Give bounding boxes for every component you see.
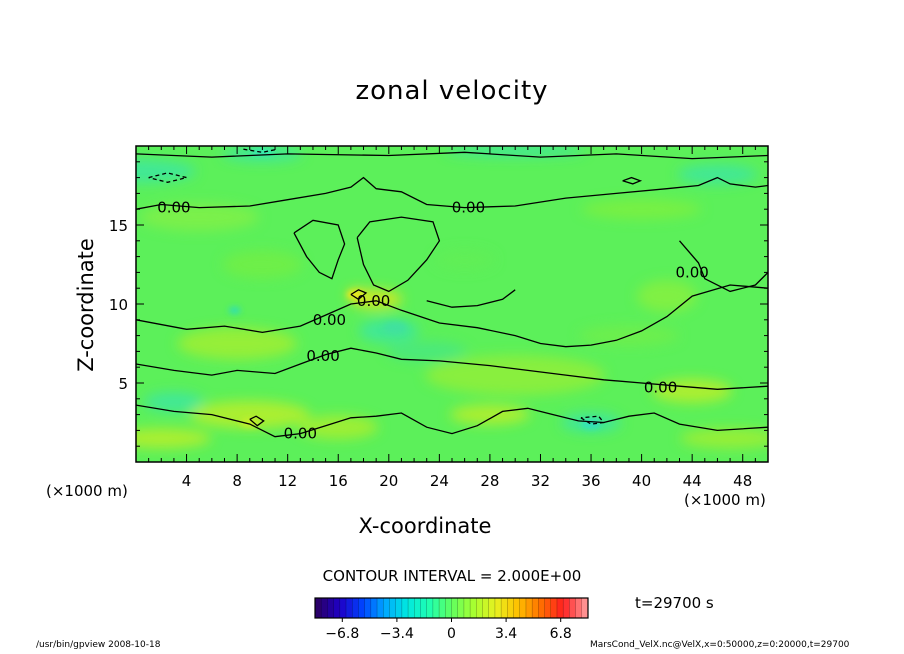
contour-bottom-zero	[136, 404, 768, 438]
contour-label-3: 0.00	[313, 311, 346, 329]
x-tick-label-4: 4	[182, 472, 192, 490]
y-axis-unit: (×1000 m)	[46, 482, 128, 500]
footer-left: /usr/bin/gpview 2008-10-18	[36, 640, 161, 650]
colorbar-tick-2: 0	[447, 626, 456, 642]
contour-lines	[136, 148, 768, 438]
contour-label-2: 0.00	[357, 292, 390, 310]
y-tick-label-15: 15	[109, 217, 128, 235]
x-tick-label-12: 12	[278, 472, 297, 490]
colorbar-tick-1: −3.4	[380, 626, 414, 642]
contour-pos-bottom-left	[249, 415, 265, 427]
x-tick-label-36: 36	[581, 472, 600, 490]
x-tick-label-28: 28	[480, 472, 499, 490]
x-tick-label-16: 16	[329, 472, 348, 490]
contour-small-top-right	[622, 176, 643, 185]
x-tick-label-40: 40	[632, 472, 651, 490]
contour-small-right	[426, 289, 516, 308]
x-axis-label: X-coordinate	[358, 514, 492, 538]
contour-label-6: 0.00	[644, 379, 677, 397]
contour-neg-bottom	[580, 415, 605, 425]
x-tick-label-20: 20	[379, 472, 398, 490]
x-tick-label-44: 44	[683, 472, 702, 490]
footer-right: MarsCond_VelX.nc@VelX,x=0:50000,z=0:2000…	[590, 640, 850, 650]
contour-right	[679, 240, 768, 293]
contour-lower-zero	[136, 347, 768, 390]
contour-label-0: 0.00	[157, 199, 190, 217]
contour-labels: 0.00 0.00 0.00 0.00 0.00 0.00 0.00 0.00	[157, 199, 709, 443]
velocity-field	[136, 146, 768, 462]
contour-loop-center	[356, 216, 441, 293]
x-tick-label-24: 24	[430, 472, 449, 490]
contour-label-1: 0.00	[452, 199, 485, 217]
chart-title: zonal velocity	[355, 76, 549, 106]
contour-neg-top-left	[148, 172, 187, 183]
contour-pos-center	[350, 289, 368, 301]
x-tick-label-8: 8	[232, 472, 242, 490]
colorbar-tick-0: −6.8	[325, 626, 359, 642]
contour-neg-top	[243, 148, 278, 153]
colorbar-tick-4: 6.8	[550, 626, 572, 642]
x-tick-label-48: 48	[733, 472, 752, 490]
y-tick-label-5: 5	[118, 375, 128, 393]
y-tick-label-10: 10	[109, 296, 128, 314]
contour-upper-zero	[136, 176, 768, 210]
contour-top-zero	[136, 151, 768, 160]
x-tick-label-32: 32	[531, 472, 550, 490]
contour-label-5: 0.00	[284, 425, 317, 443]
contour-interval-label: CONTOUR INTERVAL = 2.000E+00	[322, 567, 582, 585]
colorbar: −6.8 −3.4 0 3.4 6.8	[314, 597, 589, 642]
contour-label-4: 0.00	[306, 347, 339, 365]
contour-loop-upper	[293, 219, 346, 280]
time-label: t=29700 s	[635, 594, 714, 612]
contour-label-7: 0.00	[675, 263, 708, 281]
x-axis-unit: (×1000 m)	[684, 491, 766, 509]
contour-mid-zero	[136, 284, 768, 348]
colorbar-tick-3: 3.4	[495, 626, 517, 642]
